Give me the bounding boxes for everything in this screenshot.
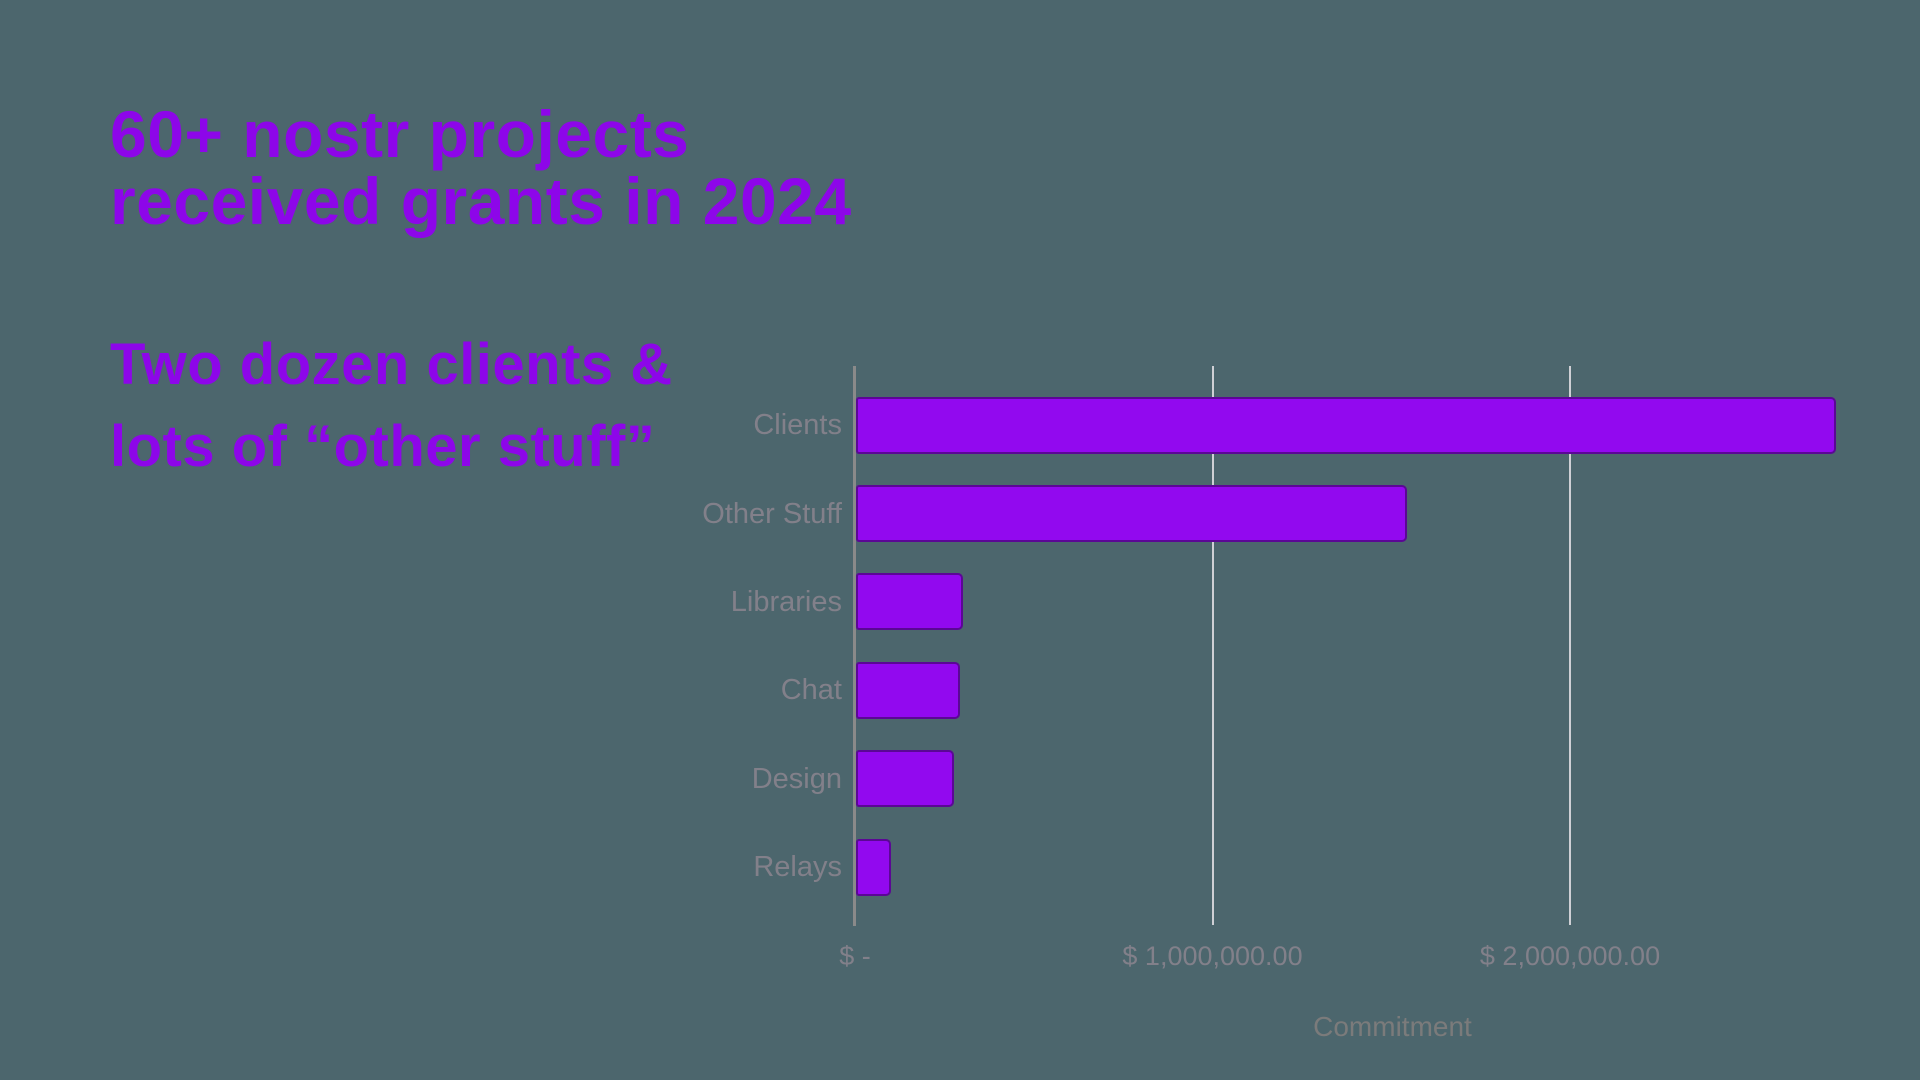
bar-design <box>856 750 954 808</box>
category-label-libraries: Libraries <box>730 585 842 618</box>
x-axis-title: Commitment <box>1313 1011 1472 1042</box>
bar-clients <box>856 396 1836 454</box>
category-label-relays: Relays <box>753 851 842 883</box>
headline: 60+ nostr projects received grants in 20… <box>110 101 852 235</box>
bar-chat <box>856 661 961 719</box>
category-label-other-stuff: Other Stuff <box>702 497 842 530</box>
x-tick-label: $ 1,000,000.00 <box>1122 941 1303 971</box>
bar-relays <box>856 838 892 896</box>
bar-libraries <box>856 573 964 631</box>
gridline--1-000-000-00 <box>1211 366 1214 925</box>
gridline--2-000-000-00 <box>1569 366 1571 925</box>
x-tick-label: $ - <box>839 941 871 971</box>
category-label-chat: Chat <box>780 674 842 707</box>
headline-line1: 60+ nostr projects <box>110 97 690 171</box>
category-label-design: Design <box>751 762 842 795</box>
subheadline-line2: lots of “other stuff” <box>110 414 656 479</box>
headline-line2: received grants in 2024 <box>110 164 852 238</box>
y-axis-line <box>853 366 856 926</box>
category-label-clients: Clients <box>753 409 842 442</box>
subheadline: Two dozen clients & lots of “other stuff… <box>110 324 673 488</box>
subheadline-line1: Two dozen clients & <box>110 332 673 397</box>
bar-other-stuff <box>856 485 1407 543</box>
x-tick-label: $ 2,000,000.00 <box>1479 941 1661 971</box>
